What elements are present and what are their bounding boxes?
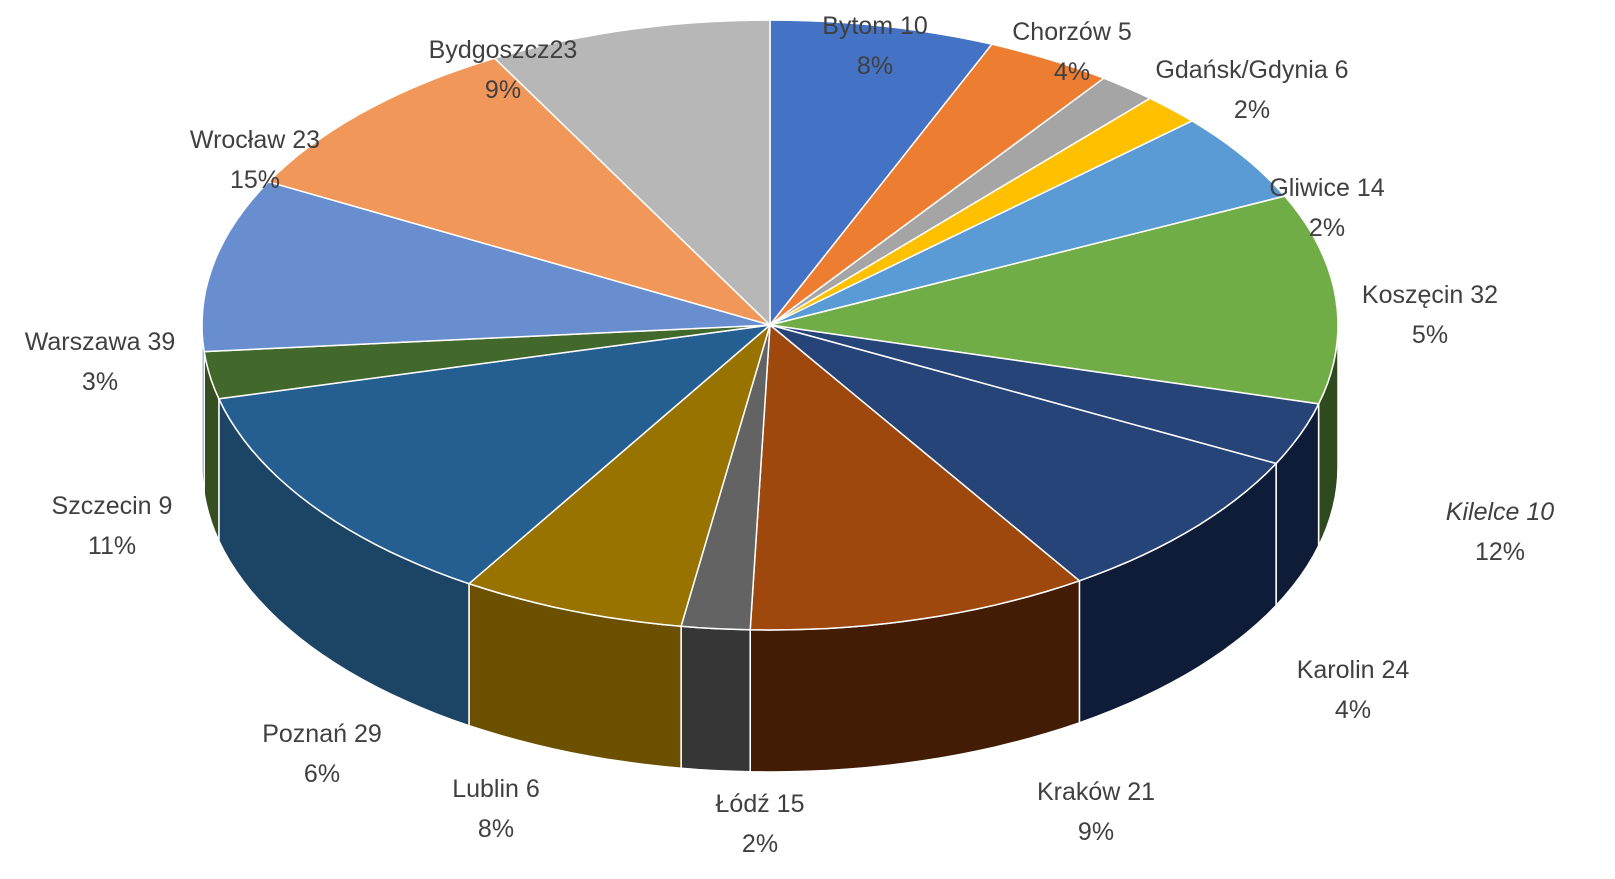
data-label-lublin: Lublin 6 (452, 775, 540, 803)
pie-slice-gliwice (769, 120, 1287, 326)
percent-label-kilelce: 12% (1475, 538, 1525, 566)
pie-tops (201, 19, 1339, 631)
pie-sides (201, 324, 1339, 773)
data-label-bydgoszcz: Bydgoszcz23 (429, 36, 578, 64)
pie-slice-lublin (467, 322, 772, 628)
pie-slice-pozna- (217, 323, 773, 585)
percent-label-bytom: 8% (857, 52, 893, 80)
data-label-gliwice: Gliwice 14 (1269, 174, 1384, 202)
percent-label-gliwice: 2% (1309, 214, 1345, 242)
percent-label-pozna-: 6% (304, 760, 340, 788)
pie-slice-bytom (769, 19, 994, 328)
pie-slice-warszawa (201, 180, 771, 353)
percent-label-warszawa: 3% (82, 368, 118, 396)
data-label-karolin: Karolin 24 (1297, 656, 1410, 684)
pie-labels: Bytom 10 8% Chorzów 5 4% Gdańsk/Gdynia 6 2% Gl… (25, 12, 1555, 858)
data-label-kosz-cin: Koszęcin 32 (1362, 281, 1498, 309)
data-label-kilelce: Kilelce 10 (1446, 498, 1554, 526)
data-label-gda-sk-gdynia: Gdańsk/Gdynia 6 (1155, 56, 1348, 84)
percent-label-bydgoszcz: 9% (485, 76, 521, 104)
pie-slice-chorz-w (769, 43, 1106, 326)
percent-label--d-: 2% (742, 830, 778, 858)
data-label-krak-w: Kraków 21 (1037, 778, 1155, 806)
data-label-pozna-: Poznań 29 (262, 720, 382, 748)
percent-label-gda-sk-gdynia: 2% (1234, 96, 1270, 124)
percent-label-wroc-aw: 15% (230, 166, 280, 194)
pie-slice-kosz-cin (769, 195, 1339, 405)
data-label-warszawa: Warszawa 39 (25, 328, 176, 356)
pie-slice-karolin (769, 324, 1278, 582)
data-label-chorz-w: Chorzów 5 (1012, 18, 1132, 46)
data-label--d-: Łódź 15 (716, 790, 805, 818)
pie-slice-krak-w (749, 323, 1081, 631)
percent-label-kosz-cin: 5% (1412, 321, 1448, 349)
pie-side-9 (680, 625, 751, 773)
data-label-szczecin: Szczecin 9 (52, 492, 173, 520)
data-label-bytom: Bytom 10 (822, 12, 928, 40)
percent-label-lublin: 8% (478, 815, 514, 843)
pie-slice-kilelce (769, 324, 1320, 465)
pie-slice-szczecin (203, 324, 771, 400)
percent-label-chorz-w: 4% (1054, 58, 1090, 86)
pie-slice-bydgoszcz (493, 19, 771, 327)
percent-label-szczecin: 11% (88, 532, 136, 560)
percent-label-krak-w: 9% (1078, 818, 1114, 846)
pie-slice-wroc-aw (267, 57, 771, 326)
percent-label-karolin: 4% (1335, 696, 1371, 724)
data-label-wroc-aw: Wrocław 23 (190, 126, 320, 154)
